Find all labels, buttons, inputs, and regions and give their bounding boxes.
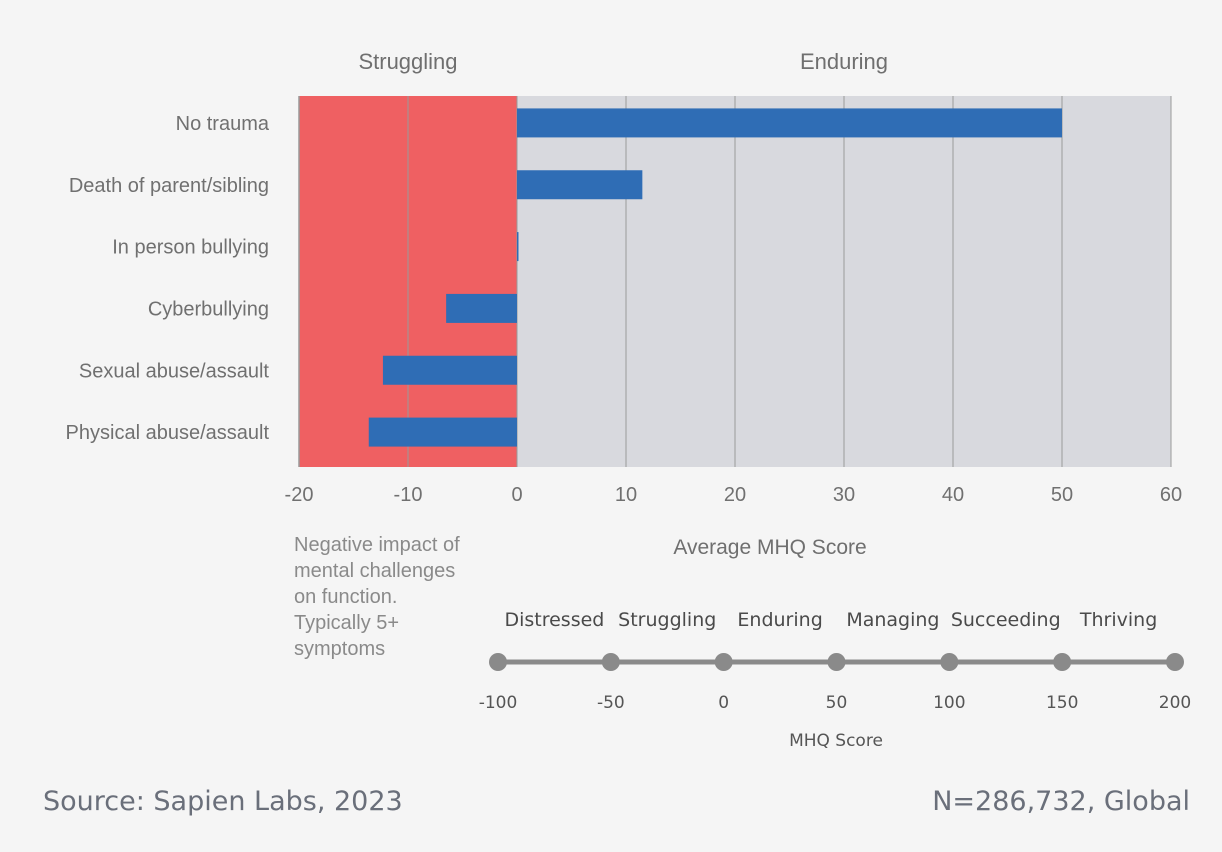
mhq-scale-dot [601, 653, 620, 671]
bar-no-trauma [517, 108, 1062, 138]
bar-in-person-bullying [517, 232, 519, 262]
mhq-level-struggling: Struggling [618, 609, 716, 631]
mhq-scale-dot [714, 653, 733, 671]
mhq-level-distressed: Distressed [504, 609, 604, 631]
x-tick-label: 30 [833, 484, 855, 506]
mhq-scale-tick-label: 150 [1046, 693, 1078, 713]
category-labels: No trauma Death of parent/sibling In perso… [66, 113, 270, 444]
note-line: mental challenges [294, 560, 455, 582]
struggling-note: Negative impact of mental challenges on fu… [294, 534, 460, 660]
mhq-level-enduring: Enduring [737, 609, 822, 631]
bar-sexual-abuse-assault [382, 355, 517, 385]
chart: Struggling Enduring No trauma Death of par… [66, 49, 1192, 751]
x-tick-label: 0 [511, 484, 522, 506]
region-label-enduring: Enduring [800, 49, 888, 74]
chart-gridlines [298, 96, 1172, 467]
category-label: Physical abuse/assault [66, 422, 270, 444]
mhq-scale-tick-label: -50 [597, 693, 625, 713]
mhq-scale-dot [489, 653, 507, 671]
category-label: No trauma [176, 113, 270, 135]
category-label: Death of parent/sibling [69, 175, 269, 197]
x-tick-label: 40 [942, 484, 964, 506]
mhq-scale-tick-label: 100 [933, 693, 965, 713]
mhq-scale-dot [1166, 653, 1184, 671]
x-tick-label: -20 [285, 484, 314, 506]
region-label-struggling: Struggling [358, 49, 457, 74]
mhq-scale-tick-label: 0 [718, 693, 729, 713]
category-label: Cyberbullying [148, 298, 269, 320]
mhq-scale-dot [940, 653, 959, 671]
mhq-scale-tick-label: -100 [479, 693, 518, 713]
category-label: Sexual abuse/assault [79, 360, 270, 382]
x-tick-label: 20 [724, 484, 746, 506]
note-line: symptoms [294, 638, 385, 660]
category-label: In person bullying [112, 237, 269, 259]
sample-size-note: N=286,732, Global [932, 786, 1190, 817]
x-tick-label: -10 [394, 484, 423, 506]
note-line: Negative impact of [294, 534, 460, 556]
mhq-level-managing: Managing [846, 609, 939, 631]
x-axis-title: Average MHQ Score [673, 536, 866, 559]
x-tick-labels: -20 -10 0 10 20 30 40 50 60 [285, 484, 1183, 506]
mhq-scale-dot [827, 653, 846, 671]
mhq-scale-tick-label: 50 [826, 693, 848, 713]
x-tick-label: 50 [1051, 484, 1073, 506]
mhq-scale-tick-label: 200 [1159, 693, 1191, 713]
x-tick-label: 10 [615, 484, 637, 506]
bar-death-of-parent-sibling [517, 170, 643, 200]
note-line: Typically 5+ [294, 612, 399, 634]
bar-physical-abuse-assault [368, 417, 517, 447]
mhq-scale-dot [1053, 653, 1072, 671]
mhq-scale: -100 -50 0 50 100 150 200 Distressed Struggling E… [479, 609, 1192, 713]
source-note: Source: Sapien Labs, 2023 [43, 786, 403, 817]
chart-bars [368, 108, 1062, 447]
x-tick-label: 60 [1160, 484, 1182, 506]
mhq-level-succeeding: Succeeding [951, 609, 1061, 631]
mhq-level-thriving: Thriving [1079, 609, 1157, 631]
bar-cyberbullying [446, 293, 517, 323]
note-line: on function. [294, 586, 397, 608]
mhq-scale-title: MHQ Score [789, 731, 883, 751]
